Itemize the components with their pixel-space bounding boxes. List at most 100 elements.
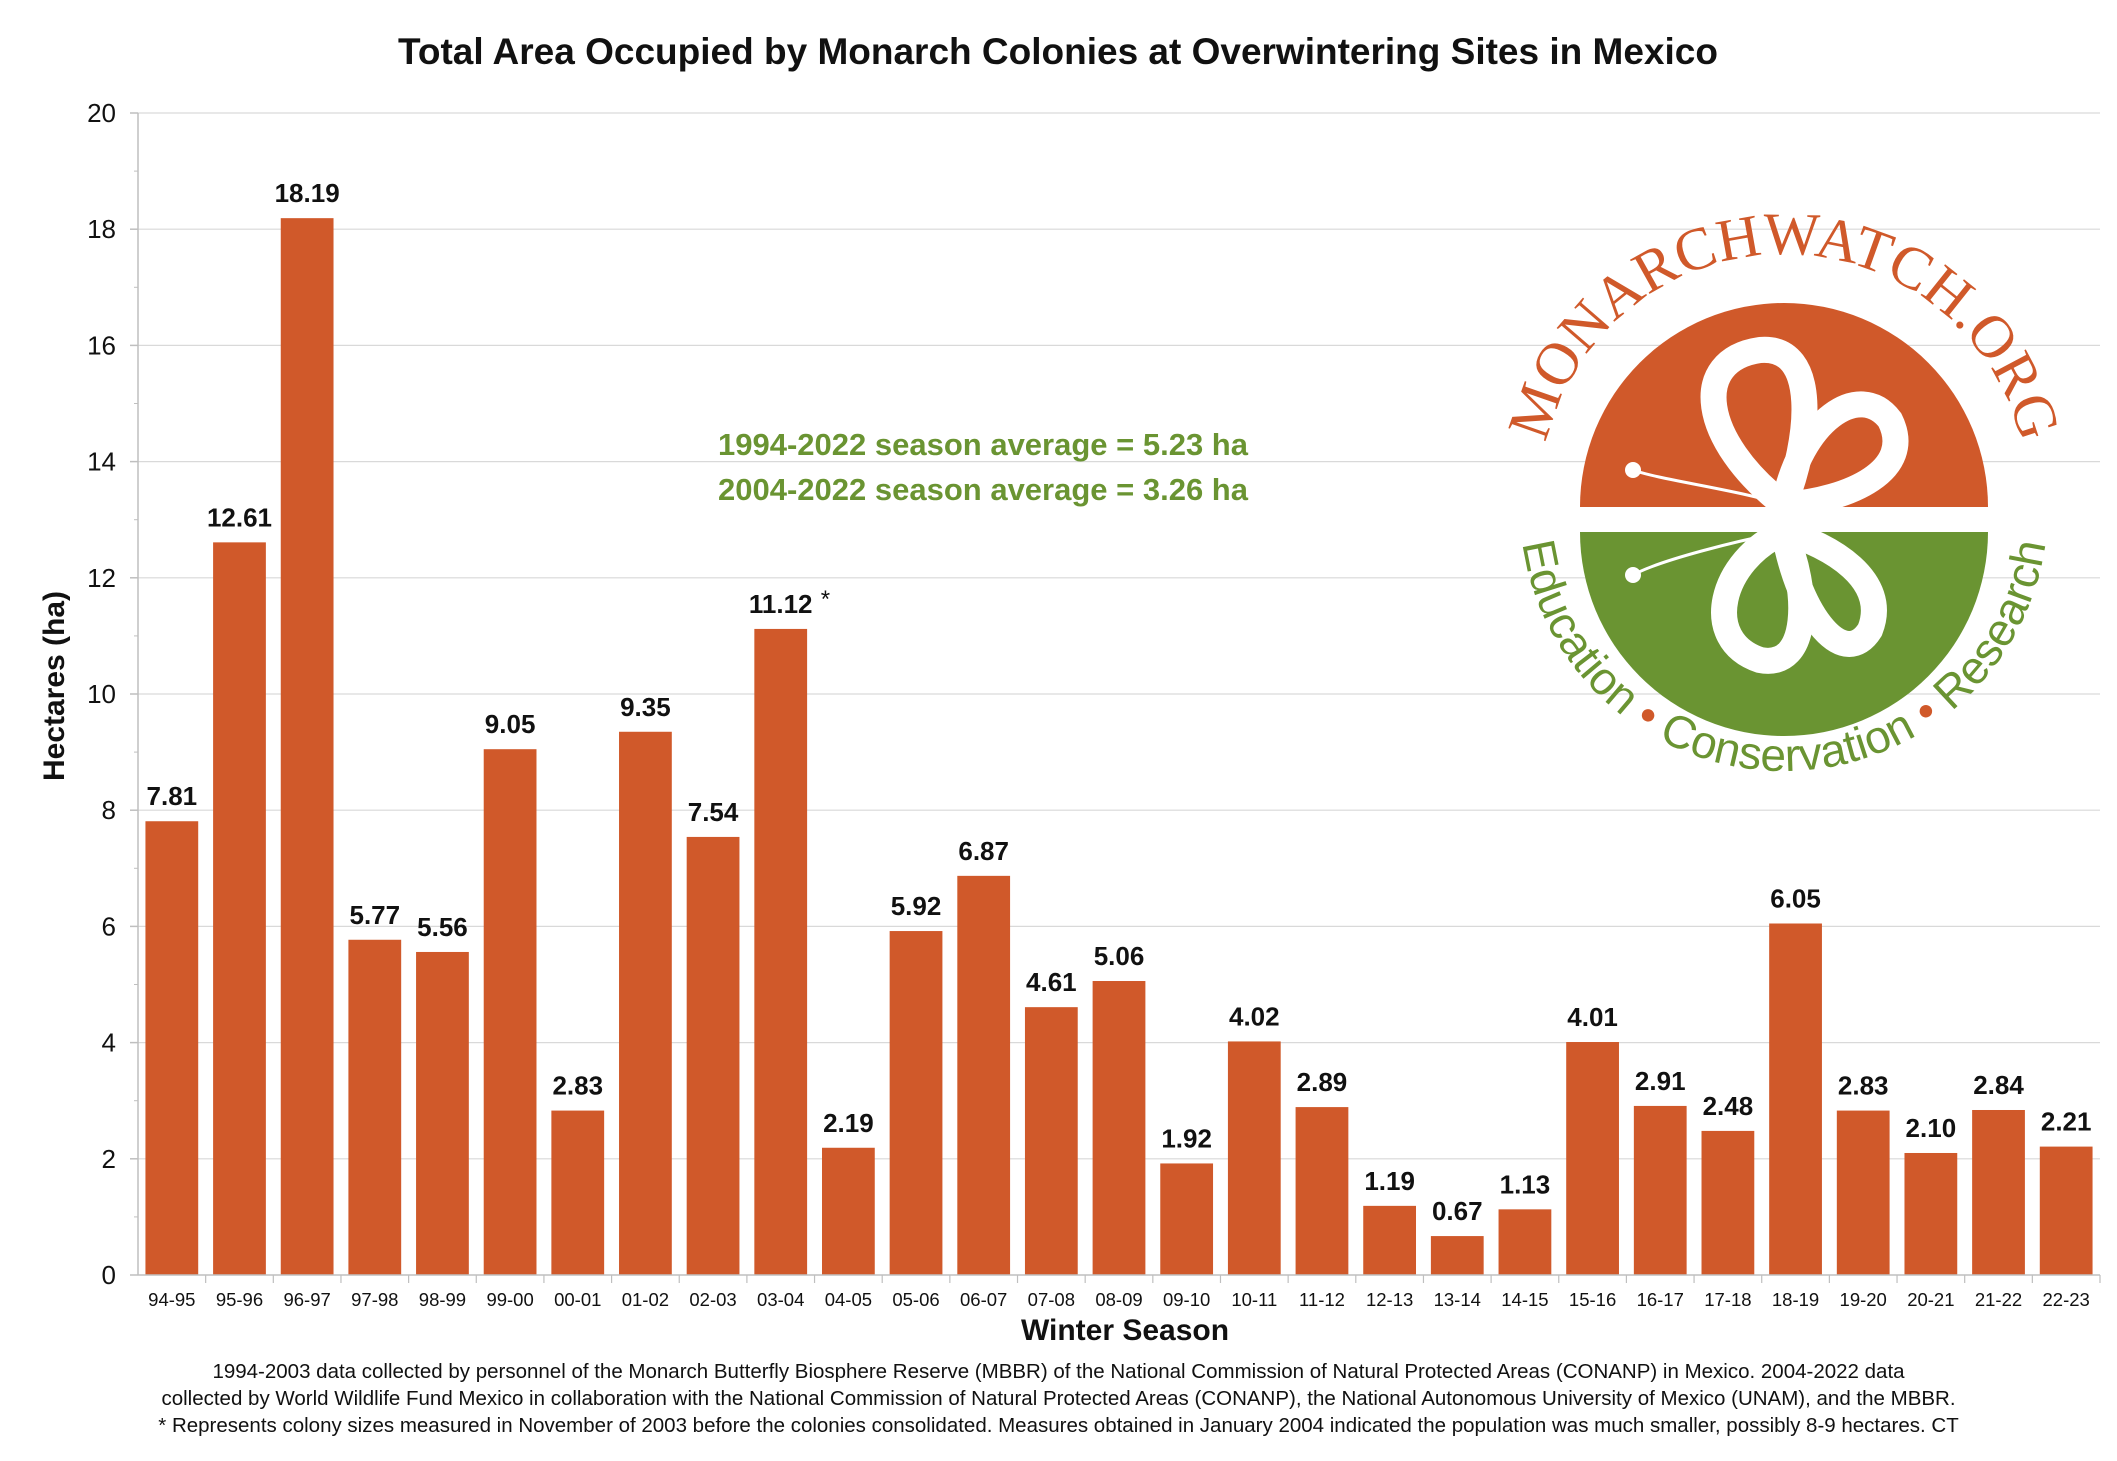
data-label: 2.83	[552, 1071, 603, 1101]
footnote-line-3: * Represents colony sizes measured in No…	[158, 1414, 1959, 1437]
data-labels: 7.81 12.61 18.19 5.77 5.56 9.05 2.83 9.35 7.54 11…	[147, 178, 2092, 1226]
data-label: 7.81	[147, 781, 198, 811]
x-tick-label: 11-12	[1299, 1289, 1345, 1310]
bar	[1227, 1041, 1281, 1275]
bar	[1972, 1109, 2025, 1275]
x-tick-label: 15-16	[1569, 1289, 1616, 1310]
data-label: 2.21	[2041, 1107, 2092, 1137]
bar	[348, 939, 402, 1275]
bar	[754, 628, 808, 1275]
data-label: 6.05	[1770, 883, 1821, 913]
x-tick-label: 02-03	[689, 1289, 736, 1310]
data-label: 18.19	[275, 178, 340, 208]
x-tick-label: 09-10	[1163, 1289, 1210, 1310]
x-tick-label: 95-96	[216, 1289, 263, 1310]
y-axis: 0 2 4 6 8 10 12 14 16 18 20	[87, 98, 139, 1290]
bar	[1633, 1105, 1687, 1275]
x-tick-label: 96-97	[283, 1289, 330, 1310]
y-tick-label: 2	[102, 1144, 116, 1174]
y-axis-label: Hectares (ha)	[38, 591, 71, 781]
data-label: 2.91	[1635, 1066, 1686, 1096]
antenna-tip-bottom	[1625, 567, 1641, 583]
bar	[1430, 1236, 1484, 1275]
data-label: 1.19	[1364, 1166, 1415, 1196]
data-label: 5.06	[1094, 941, 1145, 971]
y-tick-label: 18	[87, 214, 116, 244]
y-tick-label: 10	[87, 679, 116, 709]
bar	[280, 218, 334, 1275]
data-label: 11.12	[749, 589, 813, 619]
x-axis: 94-95 95-96 96-97 97-98 98-99 99-00 00-01 01-02…	[138, 1274, 2101, 1310]
data-label: 0.67	[1432, 1196, 1483, 1226]
data-label: 2.89	[1297, 1067, 1348, 1097]
y-tick-label: 20	[87, 98, 116, 128]
data-label: 5.92	[891, 891, 942, 921]
y-tick-label: 8	[102, 795, 116, 825]
bar	[416, 951, 469, 1275]
x-tick-label: 04-05	[825, 1289, 872, 1310]
x-tick-label: 19-20	[1840, 1289, 1887, 1310]
average-annotation-1994-2022: 1994-2022 season average = 5.23 ha	[718, 427, 1249, 462]
x-tick-label: 17-18	[1704, 1289, 1751, 1310]
bar	[686, 836, 740, 1275]
bar	[1024, 1007, 1078, 1275]
bar	[619, 731, 672, 1275]
bar	[1836, 1110, 1890, 1275]
bar	[145, 821, 199, 1275]
bar	[2039, 1146, 2093, 1275]
data-label: 4.02	[1229, 1001, 1280, 1031]
bar	[889, 931, 943, 1275]
x-tick-label: 16-17	[1637, 1289, 1684, 1310]
x-tick-label: 05-06	[892, 1289, 939, 1310]
data-label: 2.83	[1838, 1071, 1889, 1101]
bars	[145, 218, 2093, 1275]
data-label: 2.84	[1973, 1070, 2024, 1100]
data-label: 9.35	[620, 692, 671, 722]
x-tick-label: 20-21	[1907, 1289, 1954, 1310]
bar	[1363, 1205, 1417, 1275]
average-annotation-2004-2022: 2004-2022 season average = 3.26 ha	[718, 472, 1249, 507]
x-tick-label: 10-11	[1231, 1289, 1277, 1310]
y-tick-label: 12	[87, 563, 116, 593]
bar	[1701, 1130, 1755, 1275]
y-tick-label: 6	[102, 911, 116, 941]
x-tick-label: 07-08	[1028, 1289, 1075, 1310]
x-tick-label: 98-99	[419, 1289, 466, 1310]
bar	[1295, 1107, 1349, 1275]
x-tick-label: 97-98	[351, 1289, 398, 1310]
x-tick-label: 08-09	[1095, 1289, 1142, 1310]
bar	[1498, 1209, 1552, 1275]
x-tick-label: 01-02	[622, 1289, 669, 1310]
x-tick-label: 12-13	[1366, 1289, 1413, 1310]
data-label: 9.05	[485, 709, 536, 739]
x-tick-label: 00-01	[554, 1289, 601, 1310]
x-tick-label: 22-23	[2043, 1289, 2090, 1310]
x-tick-label: 99-00	[486, 1289, 533, 1310]
butterfly-antennae	[1632, 468, 1785, 577]
footnote-line-2: collected by World Wildlife Fund Mexico …	[161, 1387, 1956, 1410]
bar	[1092, 981, 1146, 1275]
x-tick-label: 14-15	[1501, 1289, 1548, 1310]
antenna-tip-top	[1625, 462, 1641, 478]
data-label: 2.48	[1703, 1091, 1754, 1121]
butterfly-icon	[1700, 336, 1909, 674]
bar	[1904, 1152, 1958, 1275]
y-tick-label: 0	[102, 1260, 116, 1290]
x-tick-label: 21-22	[1975, 1289, 2022, 1310]
x-tick-label: 13-14	[1434, 1289, 1481, 1310]
x-tick-label: 94-95	[148, 1289, 195, 1310]
data-label: 1.92	[1161, 1123, 1212, 1153]
bar	[551, 1110, 605, 1275]
data-label: 5.77	[349, 900, 400, 930]
y-tick-label: 16	[87, 330, 116, 360]
bar	[1566, 1042, 1619, 1275]
data-label: 1.13	[1500, 1169, 1551, 1199]
y-tick-label: 4	[102, 1028, 116, 1058]
bar	[821, 1147, 875, 1275]
chart-title: Total Area Occupied by Monarch Colonies …	[398, 31, 1718, 72]
logo-green-half	[1580, 532, 1988, 736]
bar	[957, 875, 1011, 1275]
data-label: 5.56	[417, 912, 468, 942]
data-label: 6.87	[958, 836, 1009, 866]
